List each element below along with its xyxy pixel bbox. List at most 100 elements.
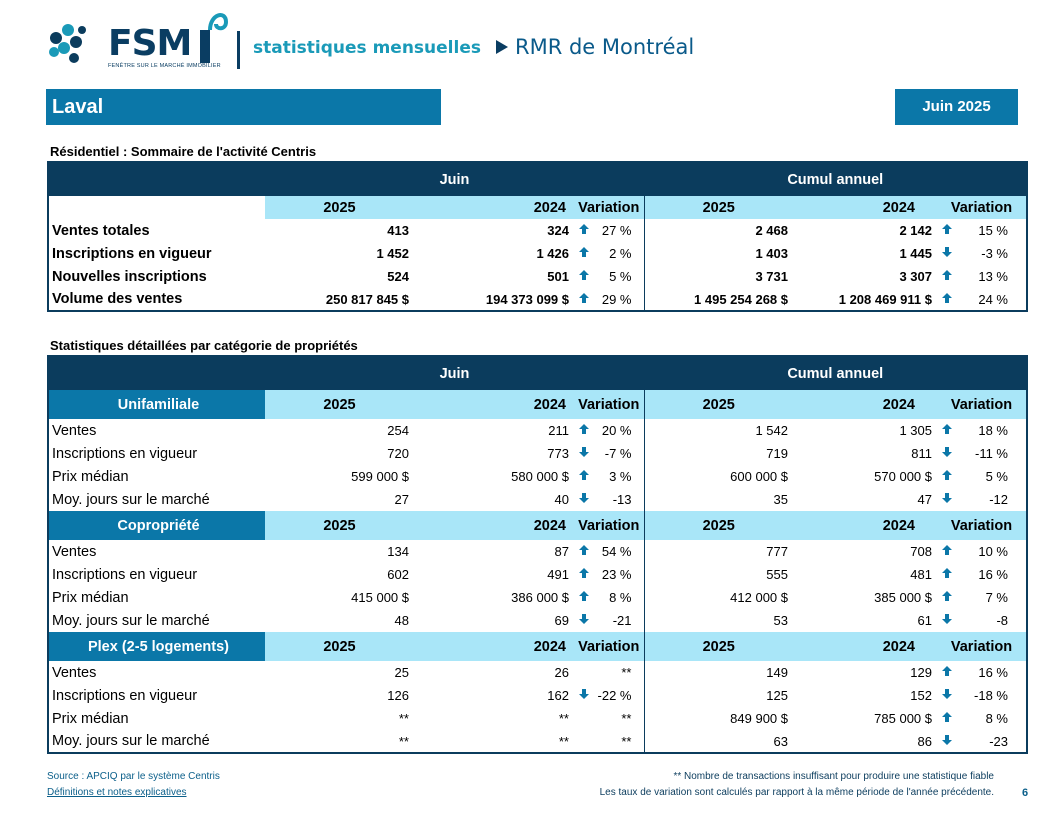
- arrow-up-icon: [937, 219, 957, 242]
- variation-ytd: 13 %: [978, 269, 1008, 284]
- col-header-variation: Variation: [937, 390, 1027, 419]
- row-label: Volume des ventes: [52, 291, 183, 307]
- table-row: Volume des ventes 250 817 845 $ 194 373 09…: [48, 288, 1027, 311]
- col-header-2024: 2024: [414, 632, 574, 661]
- period-badge: Juin 2025: [895, 89, 1018, 125]
- arrow-down-icon: [937, 442, 957, 465]
- detail-section-title: Statistiques détaillées par catégorie de…: [50, 338, 358, 353]
- brand-i-icon: [200, 13, 229, 63]
- group-header-row: Juin Cumul annuel: [48, 357, 1027, 390]
- value-june-2024: 211: [548, 423, 569, 438]
- arrow-up-icon: [574, 586, 594, 609]
- col-header-2025: 2025: [644, 632, 793, 661]
- value-june-2025: 134: [387, 544, 409, 559]
- arrow-up-icon: [937, 586, 957, 609]
- value-june-2025: **: [398, 711, 409, 726]
- arrow-down-icon: [942, 493, 952, 503]
- value-ytd-2025: 63: [773, 733, 788, 749]
- arrow-down-icon: [942, 734, 952, 745]
- value-ytd-2025: 412 000 $: [730, 590, 788, 605]
- col-header-2025: 2025: [644, 511, 793, 540]
- variation-june: 23 %: [594, 563, 645, 586]
- arrow-down-icon: [574, 609, 594, 632]
- value-ytd-2025: 2 468: [755, 223, 788, 238]
- table-row: Moy. jours sur le marché 27 40 -13 35 47 -12: [48, 488, 1027, 511]
- arrow-up-icon: [574, 265, 594, 288]
- arrow-up-icon: [579, 591, 589, 601]
- arrow-down-icon: [942, 614, 952, 624]
- table-row: Prix médian 599 000 $ 580 000 $ 3 % 600 000 …: [48, 465, 1027, 488]
- variation-ytd: -18 %: [974, 688, 1008, 703]
- row-label: Ventes: [52, 664, 97, 681]
- table-row: Moy. jours sur le marché 48 69 -21 53 61 -8: [48, 609, 1027, 632]
- value-june-2024: **: [558, 733, 569, 749]
- area-title: Laval: [46, 89, 441, 125]
- variation-ytd: 16 %: [978, 567, 1008, 582]
- value-june-2024: 26: [554, 665, 569, 680]
- variation-ytd: 10 %: [978, 544, 1008, 559]
- column-header-row: Plex (2-5 logements) 2025 2024 Variation 202…: [48, 632, 1027, 661]
- column-header-row: Unifamiliale 2025 2024 Variation 2025 2024 Var…: [48, 390, 1027, 419]
- table-row: Prix médian 415 000 $ 386 000 $ 8 % 412 000 …: [48, 586, 1027, 609]
- table-row: Ventes 134 87 54 % 777 708 10 %: [48, 540, 1027, 563]
- source-note: Source : APCIQ par le système Centris: [47, 771, 220, 782]
- group-header-ytd: Cumul annuel: [644, 357, 1027, 390]
- arrow-up-icon: [579, 270, 589, 280]
- col-header-variation: Variation: [574, 390, 645, 419]
- arrow-down-icon: [937, 242, 957, 265]
- value-june-2024: 194 373 099 $: [485, 291, 569, 307]
- arrow-down-icon: [574, 684, 594, 707]
- value-june-2025: 1 452: [376, 246, 409, 261]
- variation-ytd: 18 %: [978, 423, 1008, 438]
- group-header-june: Juin: [265, 357, 645, 390]
- variation-ytd: 24 %: [978, 291, 1008, 307]
- arrow-cell: [574, 730, 594, 753]
- row-label: Ventes: [52, 543, 97, 560]
- arrow-up-icon: [574, 419, 594, 442]
- value-ytd-2024: 2 142: [899, 223, 932, 238]
- arrow-up-icon: [942, 470, 952, 480]
- value-ytd-2025: 719: [766, 446, 788, 461]
- value-june-2025: 524: [387, 269, 409, 284]
- col-header-2025: 2025: [265, 390, 414, 419]
- table-row: Moy. jours sur le marché ** ** ** 63 86 -23: [48, 730, 1027, 753]
- arrow-cell: [574, 661, 594, 684]
- value-ytd-2024: 708: [910, 544, 932, 559]
- row-label: Moy. jours sur le marché: [52, 491, 210, 508]
- variation-ytd: 15 %: [978, 223, 1008, 238]
- value-june-2024: 69: [554, 613, 569, 628]
- label-spacer: [48, 196, 265, 219]
- value-ytd-2025: 53: [773, 613, 788, 628]
- arrow-up-icon: [937, 540, 957, 563]
- value-june-2025: **: [398, 733, 409, 749]
- arrow-down-icon: [937, 488, 957, 511]
- table-row: Ventes 25 26 ** 149 129 16 %: [48, 661, 1027, 684]
- arrow-up-icon: [574, 563, 594, 586]
- value-ytd-2024: 481: [910, 567, 932, 582]
- arrow-up-icon: [942, 292, 952, 303]
- value-june-2024: 1 426: [536, 246, 569, 261]
- row-label: Ventes totales: [52, 222, 150, 239]
- col-header-variation: Variation: [937, 632, 1027, 661]
- value-ytd-2024: 570 000 $: [874, 469, 932, 484]
- table-row: Inscriptions en vigueur 602 491 23 % 555 481 1…: [48, 563, 1027, 586]
- col-header-2025: 2025: [265, 632, 414, 661]
- arrow-up-icon: [574, 288, 594, 311]
- value-ytd-2025: 1 495 254 268 $: [694, 291, 788, 307]
- col-header-variation: Variation: [937, 511, 1027, 540]
- definitions-link[interactable]: Définitions et notes explicatives: [47, 787, 187, 798]
- variation-june: 8 %: [594, 586, 645, 609]
- value-june-2024: 491: [547, 567, 569, 582]
- arrow-up-icon: [579, 568, 589, 578]
- col-header-2024: 2024: [793, 632, 937, 661]
- row-label: Inscriptions en vigueur: [52, 687, 198, 704]
- arrow-up-icon: [937, 661, 957, 684]
- value-ytd-2024: 1 305: [899, 423, 932, 438]
- corner-cell: [48, 357, 266, 390]
- arrow-up-icon: [937, 419, 957, 442]
- value-ytd-2024: 152: [910, 688, 932, 703]
- value-june-2025: 27: [394, 492, 409, 507]
- col-header-2024: 2024: [414, 511, 574, 540]
- page-number: 6: [1022, 787, 1029, 799]
- variation-ytd: 7 %: [985, 590, 1008, 605]
